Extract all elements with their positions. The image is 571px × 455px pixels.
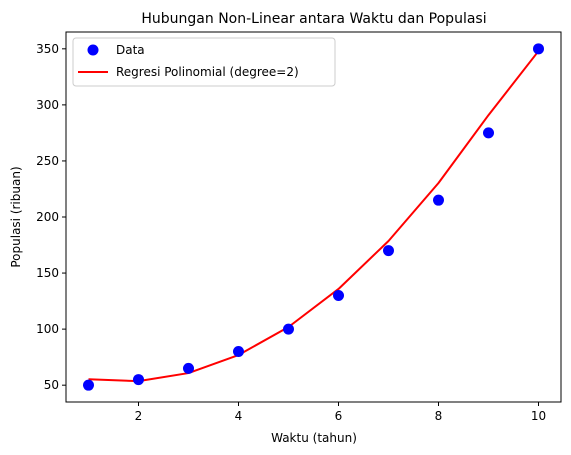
data-point	[83, 380, 94, 391]
x-tick-label: 4	[235, 409, 243, 423]
legend-label-data: Data	[116, 43, 145, 57]
data-point	[333, 290, 344, 301]
y-tick-label: 350	[36, 42, 59, 56]
chart-title: Hubungan Non-Linear antara Waktu dan Pop…	[141, 11, 486, 27]
data-point	[183, 363, 194, 374]
x-tick-label: 8	[435, 409, 443, 423]
y-tick-label: 100	[36, 322, 59, 336]
legend-label-regression: Regresi Polinomial (degree=2)	[116, 65, 299, 79]
x-tick-label: 10	[531, 409, 546, 423]
data-point	[433, 195, 444, 206]
data-point	[283, 324, 294, 335]
legend-marker-data	[88, 45, 99, 56]
plot-area	[66, 32, 561, 402]
x-tick-label: 2	[135, 409, 143, 423]
data-point	[533, 43, 544, 54]
y-tick-label: 150	[36, 266, 59, 280]
y-axis-ticks: 50 100 150 200 250 300 350	[36, 42, 66, 392]
y-tick-label: 250	[36, 154, 59, 168]
legend: Data Regresi Polinomial (degree=2)	[73, 38, 335, 86]
y-tick-label: 300	[36, 98, 59, 112]
y-axis-label: Populasi (ribuan)	[9, 166, 23, 267]
y-tick-label: 50	[44, 378, 59, 392]
x-axis-ticks: 2 4 6 8 10	[135, 402, 546, 423]
data-point	[233, 346, 244, 357]
x-axis-label: Waktu (tahun)	[271, 431, 357, 445]
data-point	[483, 127, 494, 138]
data-point	[383, 245, 394, 256]
y-tick-label: 200	[36, 210, 59, 224]
data-point	[133, 374, 144, 385]
x-tick-label: 6	[335, 409, 343, 423]
